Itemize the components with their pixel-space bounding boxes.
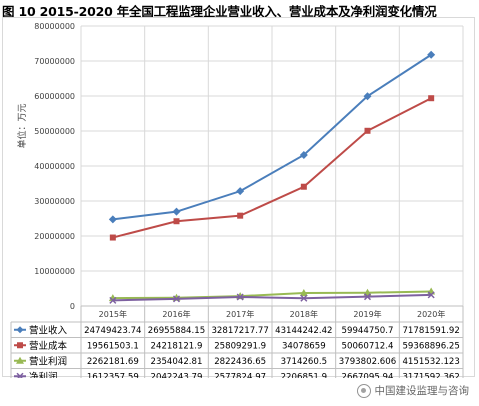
watermark: 中国建设监理与咨询	[356, 383, 470, 398]
data-point	[172, 295, 181, 303]
data-label: 59368896.25	[402, 341, 459, 351]
data-label: 2354042.81	[151, 357, 203, 367]
data-point	[109, 296, 117, 304]
data-label: 2822436.65	[214, 357, 266, 367]
legend-entry: 营业利润	[29, 355, 67, 367]
data-point	[109, 234, 116, 241]
legend-key-marker	[17, 342, 23, 349]
data-label: 3714260.5	[281, 357, 327, 367]
data-label: 50060712.4	[342, 341, 394, 351]
y-tick-label: 20000000	[34, 232, 75, 241]
legend-key-marker	[16, 326, 24, 334]
data-point	[427, 50, 436, 59]
data-point	[299, 289, 308, 297]
data-label: 43144242.42	[275, 326, 332, 336]
chart-frame: 0 10000000 20000000 30000000 40000000 5000000…	[2, 17, 475, 378]
data-point	[108, 215, 117, 224]
y-tick-label: 0	[70, 302, 75, 311]
y-tick-label: 30000000	[34, 197, 75, 206]
legend-entry: 营业成本	[29, 340, 68, 352]
y-axis-label: 单位：万元	[16, 103, 28, 148]
data-point	[428, 95, 435, 102]
data-point	[237, 212, 244, 219]
data-point	[172, 207, 181, 216]
data-label: 3793802.606	[339, 357, 396, 367]
series-line	[112, 293, 432, 302]
x-tick-label: 2016年	[162, 309, 190, 319]
x-tick-label: 2017年	[226, 309, 254, 319]
data-point	[236, 187, 245, 196]
data-label: 32817217.77	[211, 326, 268, 336]
data-label: 59944750.7	[342, 326, 394, 336]
y-tick-label: 70000000	[34, 57, 75, 66]
data-point	[363, 92, 372, 101]
series-line	[112, 97, 432, 239]
figure-title: 图 10 2015-2020 年全国工程监理企业营业收入、营业成本及净利润变化情…	[2, 4, 437, 19]
data-point	[173, 218, 180, 225]
data-label: 26955884.15	[148, 326, 205, 336]
data-label: 19561503.1	[87, 341, 139, 351]
y-tick-label: 60000000	[34, 92, 75, 101]
y-tick-label: 50000000	[34, 127, 75, 136]
data-label: 34078659	[282, 341, 326, 351]
data-label: 3171592.362	[402, 372, 459, 378]
data-point	[364, 127, 371, 134]
data-label: 1612357.59	[87, 372, 139, 378]
data-label: 2042243.79	[151, 372, 203, 378]
series-line	[112, 290, 432, 300]
data-point	[236, 293, 244, 301]
legend-key-marker	[16, 356, 24, 364]
line-chart: 0 10000000 20000000 30000000 40000000 5000000…	[10, 22, 464, 378]
data-label: 4151532.123	[402, 357, 459, 367]
data-label: 71781591.92	[402, 326, 459, 336]
legend-entry: 净利润	[29, 371, 58, 378]
x-tick-label: 2019年	[353, 309, 381, 319]
data-point	[300, 183, 307, 190]
data-label: 2577824.97	[214, 372, 266, 378]
data-label: 2206851.9	[281, 372, 327, 378]
y-tick-label: 40000000	[34, 162, 75, 171]
data-point	[300, 294, 308, 302]
legend-key-marker	[16, 372, 24, 378]
data-point	[299, 150, 308, 159]
data-label: 25809291.9	[214, 341, 266, 351]
data-label: 24749423.74	[84, 326, 141, 336]
y-tick-label: 10000000	[34, 267, 75, 276]
x-tick-label: 2015年	[99, 309, 127, 319]
wechat-logo-icon	[356, 383, 371, 398]
data-label: 2262181.69	[87, 357, 139, 367]
series-line	[112, 53, 432, 221]
y-tick-label: 80000000	[34, 22, 75, 31]
data-label: 2667095.94	[342, 372, 394, 378]
legend-entry: 营业收入	[29, 324, 68, 336]
data-point	[363, 293, 372, 301]
data-label: 24218121.9	[151, 341, 203, 351]
x-tick-label: 2020年	[417, 309, 445, 319]
watermark-text: 中国建设监理与咨询	[374, 385, 470, 397]
data-point	[427, 291, 435, 299]
x-tick-label: 2018年	[290, 309, 318, 319]
